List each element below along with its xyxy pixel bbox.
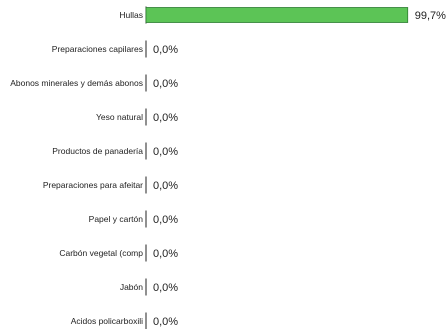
category-label: Papel y cartón xyxy=(89,214,144,224)
category-label: Productos de panadería xyxy=(52,146,143,156)
value-label: 0,0% xyxy=(153,180,178,192)
value-label: 0,0% xyxy=(153,316,178,328)
category-label: Yeso natural xyxy=(96,112,143,122)
value-label: 99,7% xyxy=(415,10,446,22)
value-label: 0,0% xyxy=(153,78,178,90)
bar xyxy=(145,7,409,23)
category-label: Preparaciones para afeitar xyxy=(43,180,143,190)
value-label: 0,0% xyxy=(153,248,178,260)
value-label: 0,0% xyxy=(153,44,178,56)
category-label: Preparaciones capilares xyxy=(52,44,143,54)
value-label: 0,0% xyxy=(153,282,178,294)
category-label: Hullas xyxy=(119,10,143,20)
category-label: Carbón vegetal (comp xyxy=(59,248,143,258)
category-label: Jabón xyxy=(120,282,143,292)
category-label: Acidos policarboxili xyxy=(71,316,143,326)
value-label: 0,0% xyxy=(153,214,178,226)
value-label: 0,0% xyxy=(153,146,178,158)
category-label: Abonos minerales y demás abonos xyxy=(10,78,143,88)
value-label: 0,0% xyxy=(153,112,178,124)
